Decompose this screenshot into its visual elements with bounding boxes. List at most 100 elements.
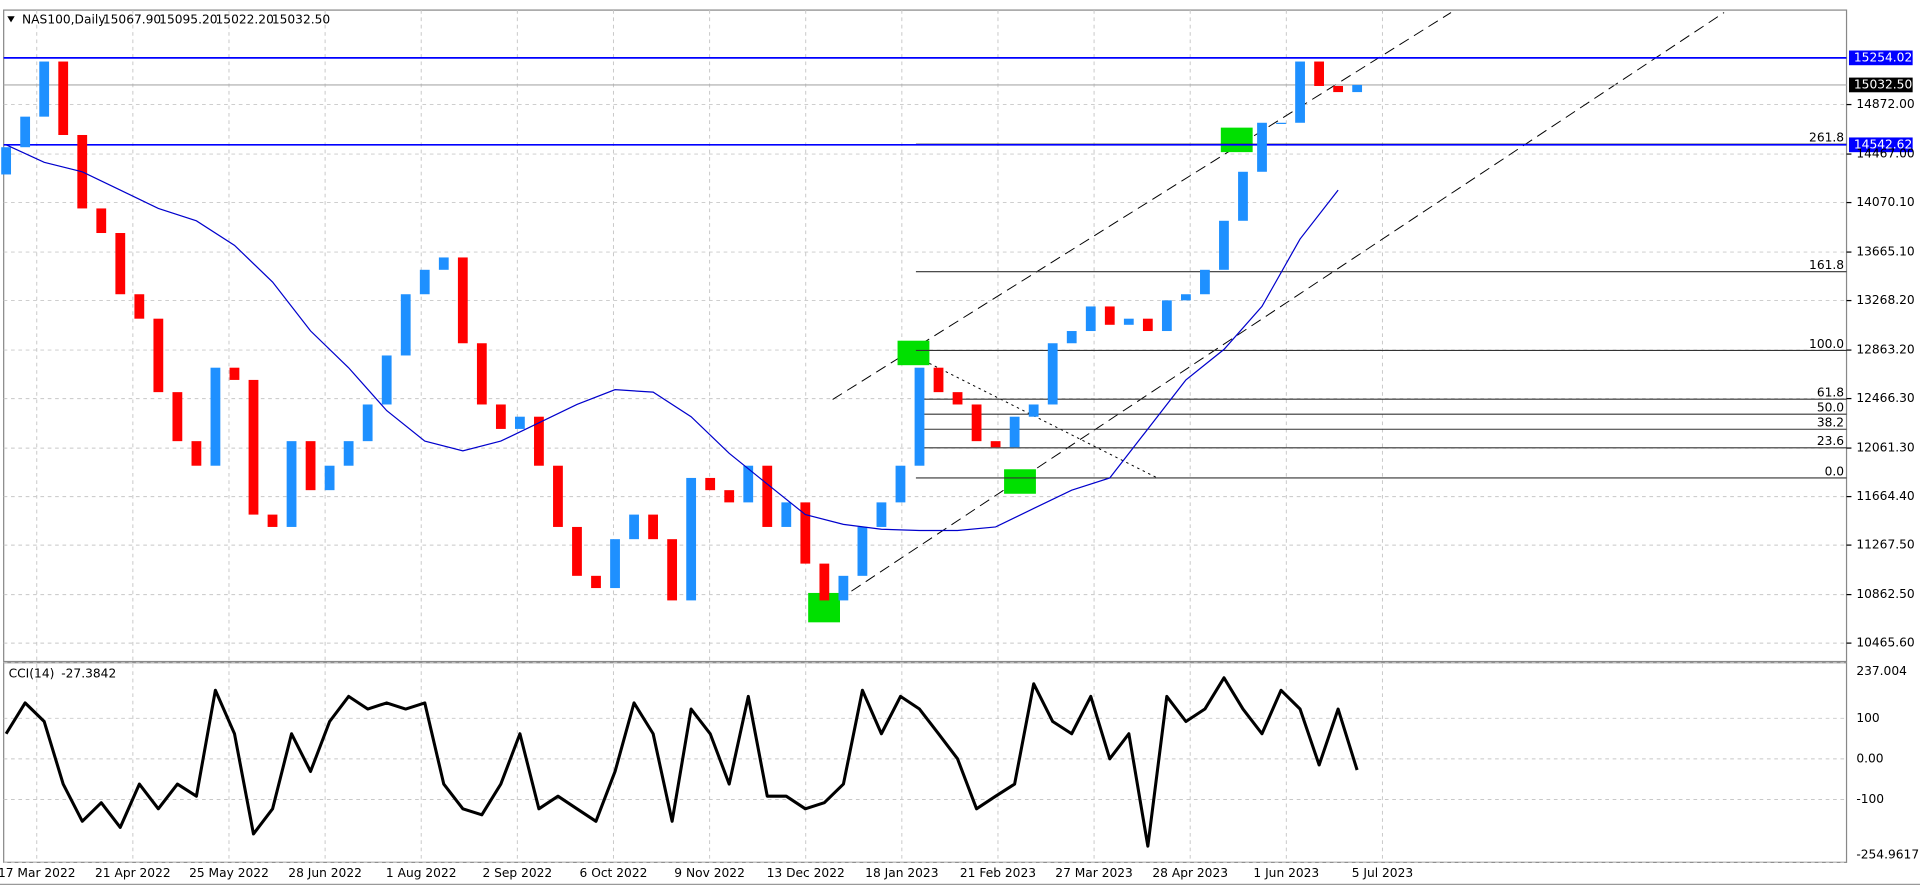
fib-label: 50.0 — [1817, 401, 1844, 415]
fib-label: 161.8 — [1809, 258, 1844, 272]
x-tick-label: 21 Feb 2023 — [960, 866, 1036, 880]
candle-body — [1295, 61, 1305, 123]
x-tick-label: 28 Jun 2022 — [288, 866, 362, 880]
x-tick-label: 25 May 2022 — [189, 866, 269, 880]
y-tick-label: 10465.60 — [1856, 636, 1914, 650]
candle-body — [115, 233, 126, 295]
candle-body — [419, 269, 430, 295]
channel — [822, 12, 1725, 611]
y-tick-label: 11267.50 — [1856, 538, 1914, 552]
candle-body — [1, 147, 12, 175]
cci-tick-label: 100 — [1856, 711, 1879, 725]
level-box — [1848, 77, 1913, 93]
candle-body — [1085, 306, 1096, 332]
y-tick-label: 11664.40 — [1856, 489, 1914, 503]
fib-label: 100.0 — [1809, 337, 1844, 351]
candle-body — [1200, 269, 1210, 295]
candle-body — [800, 502, 811, 564]
candle-body — [229, 367, 240, 380]
y-tick-label: 12061.30 — [1856, 441, 1914, 455]
candle-body — [971, 404, 982, 442]
candle-body — [457, 257, 468, 344]
x-tick-label: 21 Apr 2022 — [95, 866, 171, 880]
markers — [808, 127, 1253, 623]
candle-body — [724, 490, 735, 503]
candle-body — [895, 465, 906, 503]
candle-body — [667, 539, 678, 601]
cci-last: -27.3842 — [61, 666, 116, 680]
candle-body — [781, 502, 792, 527]
fib-label: 23.6 — [1817, 434, 1844, 448]
candle-body — [495, 404, 506, 429]
candle-body — [362, 404, 373, 442]
candle-body — [305, 441, 316, 491]
cci-tick-label: 0.00 — [1856, 751, 1883, 765]
candle-body — [1314, 61, 1324, 86]
x-tick-label: 18 Jan 2023 — [865, 866, 938, 880]
candle-body — [838, 575, 849, 601]
cci-tick-label: -100 — [1856, 792, 1884, 806]
candle-body — [248, 379, 259, 515]
candle-body — [1009, 416, 1020, 448]
candle-body — [267, 514, 278, 527]
x-tick-label: 13 Dec 2022 — [767, 866, 845, 880]
candle-body — [134, 294, 145, 319]
fib-label: 261.8 — [1809, 131, 1844, 145]
level-label: 14542.62 — [1854, 137, 1912, 151]
fib-label: 0.0 — [1825, 464, 1844, 478]
y-tick-label: 13268.20 — [1856, 293, 1914, 307]
candle-body — [914, 367, 925, 466]
candle-body — [1180, 294, 1191, 301]
candle-body — [191, 441, 202, 466]
candle-body — [1104, 306, 1115, 325]
candle-body — [629, 514, 639, 540]
candle-body — [1333, 85, 1344, 93]
cci-tick-label: -254.9617 — [1856, 847, 1919, 861]
candle-body — [1257, 122, 1267, 172]
x-tick-label: 6 Oct 2022 — [580, 866, 648, 880]
candle-body — [39, 61, 50, 117]
candle-body — [343, 441, 354, 466]
x-tick-label: 17 Mar 2022 — [0, 866, 76, 880]
y-tick-label: 12863.20 — [1856, 343, 1914, 357]
candle-body — [172, 392, 183, 442]
y-tick-label: 14467.00 — [1856, 147, 1914, 161]
candle-body — [1142, 318, 1153, 332]
candle-body — [20, 116, 31, 148]
candle-body — [400, 294, 411, 356]
fib-base — [918, 357, 1158, 479]
ohlc: 15067.90 — [103, 12, 161, 26]
candle-body — [1238, 171, 1248, 221]
candle-body — [990, 441, 1001, 448]
chart-title: NAS100,Daily — [22, 12, 105, 26]
candle-body — [58, 61, 69, 135]
marker — [1220, 127, 1253, 153]
candle-body — [210, 367, 221, 466]
fib-label: 61.8 — [1817, 386, 1844, 400]
y-tick-label: 10862.50 — [1856, 587, 1914, 601]
candle-body — [762, 465, 773, 527]
candle-body — [1276, 122, 1286, 124]
candle-body — [591, 575, 601, 589]
candle-body — [743, 465, 754, 503]
candle-body — [933, 367, 944, 393]
level-box — [1848, 137, 1913, 153]
candle-body — [876, 502, 887, 527]
fib-label: 38.2 — [1817, 416, 1844, 430]
y-tick-label: 14070.10 — [1856, 195, 1914, 209]
ohlc: 15032.50 — [272, 12, 330, 26]
level-label: 15254.02 — [1854, 50, 1912, 64]
candle-body — [96, 208, 107, 234]
marker — [1004, 469, 1036, 494]
channel-upper — [832, 12, 1452, 400]
main-panel — [3, 9, 1848, 663]
candle-body — [514, 416, 525, 429]
x-tick-label: 27 Mar 2023 — [1055, 866, 1133, 880]
candle-body — [648, 514, 658, 540]
cci-title: CCI(14) — [9, 666, 55, 680]
level-label: 15032.50 — [1854, 77, 1912, 91]
candle-body — [1352, 84, 1363, 93]
candle-body — [819, 563, 830, 601]
candle-body — [1161, 300, 1172, 332]
